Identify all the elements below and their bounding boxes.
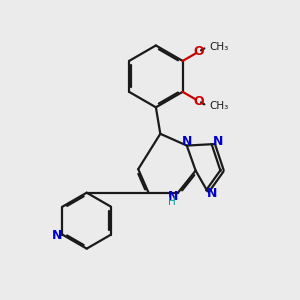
Text: O: O: [194, 94, 204, 108]
Text: N: N: [212, 135, 223, 148]
Text: N: N: [168, 190, 179, 203]
Text: N: N: [182, 135, 192, 148]
Text: CH₃: CH₃: [209, 42, 229, 52]
Text: N: N: [52, 229, 63, 242]
Text: CH₃: CH₃: [209, 101, 229, 111]
Text: N: N: [207, 187, 217, 200]
Text: H: H: [168, 196, 176, 206]
Text: O: O: [194, 45, 204, 58]
